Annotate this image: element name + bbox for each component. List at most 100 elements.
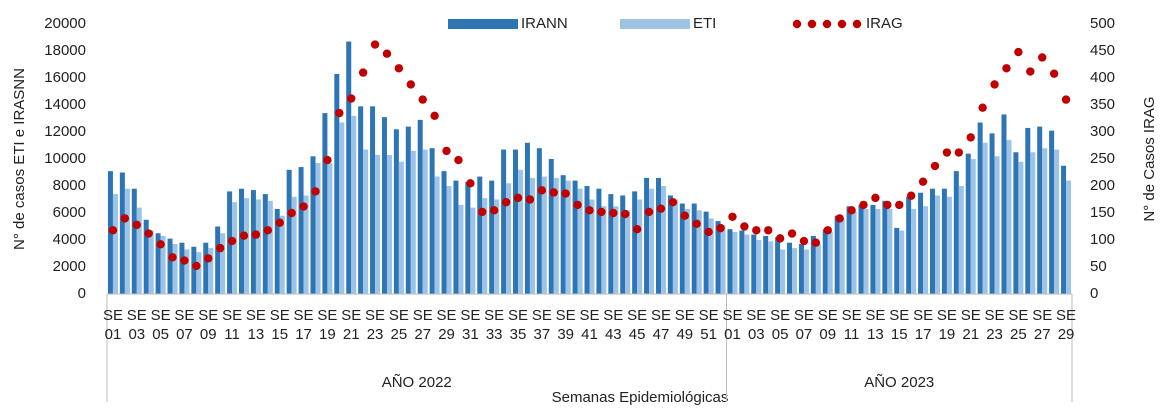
bar bbox=[732, 231, 738, 294]
bar bbox=[536, 148, 542, 294]
dot bbox=[239, 231, 249, 240]
dot bbox=[513, 193, 523, 203]
bar bbox=[417, 119, 423, 294]
dot bbox=[680, 211, 690, 220]
bar bbox=[322, 113, 328, 294]
dot bbox=[954, 148, 964, 157]
legend-swatch bbox=[620, 19, 690, 29]
bar bbox=[179, 242, 185, 294]
dot bbox=[930, 161, 940, 171]
bar bbox=[203, 242, 209, 294]
x-axis-title: Semanas Epidemiológicas bbox=[552, 389, 729, 406]
dot bbox=[752, 226, 761, 235]
bar bbox=[196, 252, 202, 294]
bar bbox=[279, 215, 285, 294]
bar bbox=[429, 148, 435, 294]
x-tick-label: SE 13 bbox=[245, 307, 266, 343]
x-tick-label: SE 11 bbox=[841, 307, 862, 343]
legend-swatch bbox=[852, 19, 862, 29]
legend-label: IRANN bbox=[521, 15, 568, 32]
y2-tick-label: 400 bbox=[1090, 69, 1115, 86]
bar bbox=[696, 210, 702, 294]
bar bbox=[215, 226, 221, 294]
dot bbox=[251, 230, 261, 239]
dot bbox=[847, 206, 856, 215]
dot bbox=[716, 223, 725, 233]
dot bbox=[799, 236, 809, 246]
bar bbox=[298, 167, 304, 294]
bar bbox=[148, 230, 154, 294]
bar bbox=[649, 188, 655, 294]
dot bbox=[609, 208, 618, 218]
bar bbox=[465, 181, 471, 294]
x-tick-label: SE 17 bbox=[293, 307, 314, 343]
bar bbox=[703, 211, 709, 294]
bar bbox=[1013, 152, 1019, 294]
x-tick-label: SE 45 bbox=[627, 307, 648, 343]
x-tick-label: SE 49 bbox=[674, 307, 695, 343]
dot bbox=[656, 204, 666, 213]
bar bbox=[751, 234, 757, 294]
y-tick-label: 12000 bbox=[44, 123, 86, 140]
bar bbox=[220, 233, 226, 294]
dot bbox=[942, 148, 952, 157]
bar bbox=[410, 150, 416, 294]
x-tick-label: SE 15 bbox=[889, 307, 910, 343]
bar bbox=[131, 188, 137, 294]
x-tick-label: SE 01 bbox=[722, 307, 743, 343]
dot bbox=[466, 179, 475, 188]
dot bbox=[740, 222, 749, 231]
x-tick-label: SE 27 bbox=[412, 307, 433, 343]
dot bbox=[418, 95, 427, 104]
bar bbox=[870, 204, 876, 294]
x-tick-label: SE 21 bbox=[960, 307, 981, 343]
bar bbox=[810, 235, 816, 294]
dot bbox=[442, 146, 451, 156]
bar bbox=[739, 230, 745, 294]
y2-tick-label: 350 bbox=[1090, 96, 1115, 113]
bar bbox=[679, 203, 685, 294]
dot bbox=[108, 226, 118, 235]
bar bbox=[370, 106, 376, 294]
dot bbox=[168, 253, 177, 262]
dot bbox=[1026, 67, 1035, 76]
dot bbox=[120, 214, 130, 223]
x-tick-label: SE 51 bbox=[698, 307, 719, 343]
dot bbox=[263, 226, 273, 235]
bar bbox=[923, 206, 929, 294]
bar bbox=[763, 235, 769, 294]
bar bbox=[1018, 161, 1024, 294]
bar bbox=[608, 194, 614, 294]
bar bbox=[489, 180, 495, 294]
bar bbox=[858, 204, 864, 294]
bar bbox=[1025, 127, 1031, 294]
bar bbox=[513, 149, 519, 294]
dot bbox=[335, 108, 344, 118]
x-tick-label: SE 39 bbox=[555, 307, 576, 343]
x-tick-label: SE 23 bbox=[365, 307, 386, 343]
x-tick-label: SE 25 bbox=[1008, 307, 1029, 343]
bar bbox=[637, 199, 643, 294]
bar bbox=[827, 231, 833, 294]
bar bbox=[477, 176, 483, 294]
bar bbox=[191, 246, 197, 294]
dot bbox=[489, 206, 499, 215]
bar bbox=[756, 240, 762, 294]
x-tick-label: SE 27 bbox=[1032, 307, 1053, 343]
dot bbox=[144, 229, 153, 238]
bar bbox=[518, 169, 524, 294]
x-tick-label: SE 03 bbox=[746, 307, 767, 343]
bar bbox=[572, 180, 578, 294]
bar bbox=[184, 249, 190, 294]
dot bbox=[1061, 95, 1071, 104]
bar bbox=[715, 221, 721, 294]
bar bbox=[155, 233, 161, 294]
x-tick-label: SE 09 bbox=[817, 307, 838, 343]
bar bbox=[560, 175, 566, 294]
bar bbox=[584, 186, 590, 294]
x-tick-label: SE 23 bbox=[984, 307, 1005, 343]
dot bbox=[549, 188, 558, 197]
dot bbox=[859, 200, 868, 210]
bar bbox=[596, 188, 602, 294]
